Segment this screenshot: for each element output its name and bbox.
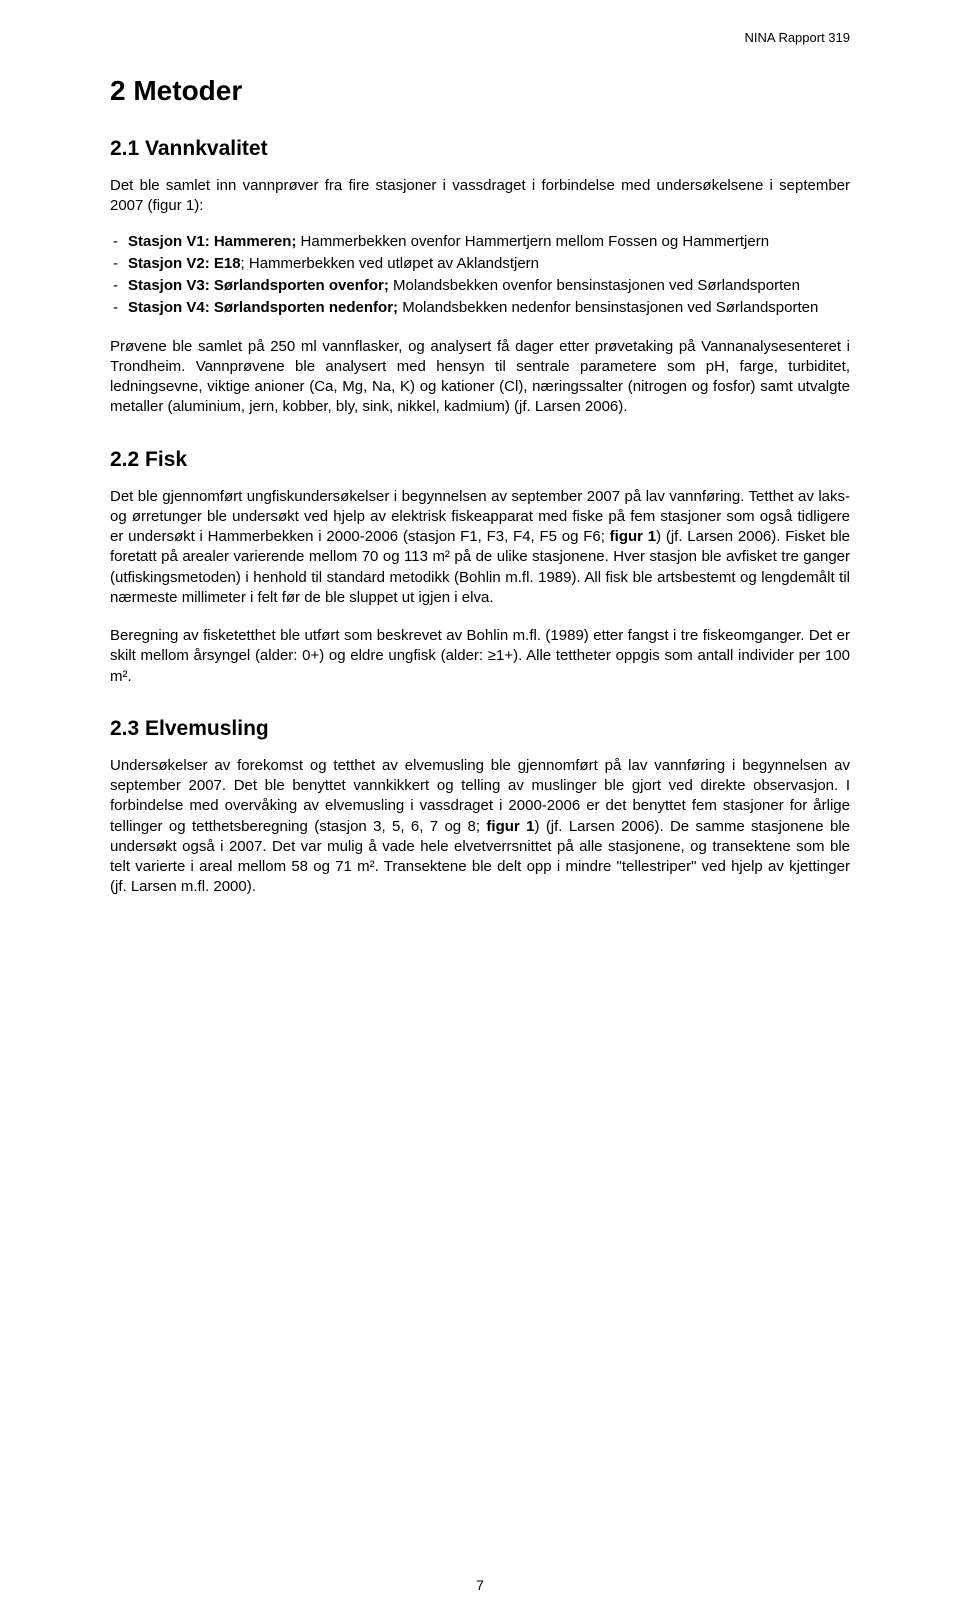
station-desc: Hammerbekken ovenfor Hammertjern mellom … <box>296 233 769 250</box>
station-label: Stasjon V4 <box>128 299 205 316</box>
section2-para2: Beregning av fisketetthet ble utført som… <box>110 626 850 687</box>
station-item: Stasjon V1: Hammeren; Hammerbekken ovenf… <box>128 232 850 252</box>
station-label: Stasjon V1: Hammeren; <box>128 233 296 250</box>
section3-para: Undersøkelser av forekomst og tetthet av… <box>110 756 850 898</box>
section-heading-2: 2.2 Fisk <box>110 448 850 472</box>
station-desc: ; Hammerbekken ved utløpet av Aklandstje… <box>241 255 539 272</box>
section1-para: Prøvene ble samlet på 250 ml vannflasker… <box>110 337 850 418</box>
report-header: NINA Rapport 319 <box>110 30 850 45</box>
section-heading-1: 2.1 Vannkvalitet <box>110 137 850 161</box>
station-item: Stasjon V4: Sørlandsporten nedenfor; Mol… <box>128 298 850 318</box>
station-label-ext: : Sørlandsporten nedenfor; <box>205 299 398 316</box>
station-item: Stasjon V3: Sørlandsporten ovenfor; Mola… <box>128 276 850 296</box>
station-desc: Molandsbekken ovenfor bensinstasjonen ve… <box>389 277 800 294</box>
figure-ref: figur 1 <box>486 818 534 835</box>
station-desc: Molandsbekken nedenfor bensinstasjonen v… <box>398 299 818 316</box>
station-label: Stasjon V3: Sørlandsporten ovenfor; <box>128 277 389 294</box>
section-heading-3: 2.3 Elvemusling <box>110 717 850 741</box>
station-item: Stasjon V2: E18; Hammerbekken ved utløpe… <box>128 254 850 274</box>
station-label: Stasjon V2: E18 <box>128 255 241 272</box>
figure-ref: figur 1 <box>610 528 656 545</box>
station-list: Stasjon V1: Hammeren; Hammerbekken ovenf… <box>110 232 850 319</box>
section2-para1: Det ble gjennomført ungfiskundersøkelser… <box>110 487 850 609</box>
section1-intro: Det ble samlet inn vannprøver fra fire s… <box>110 176 850 217</box>
chapter-title: 2 Metoder <box>110 75 850 107</box>
page-number: 7 <box>476 1577 484 1593</box>
